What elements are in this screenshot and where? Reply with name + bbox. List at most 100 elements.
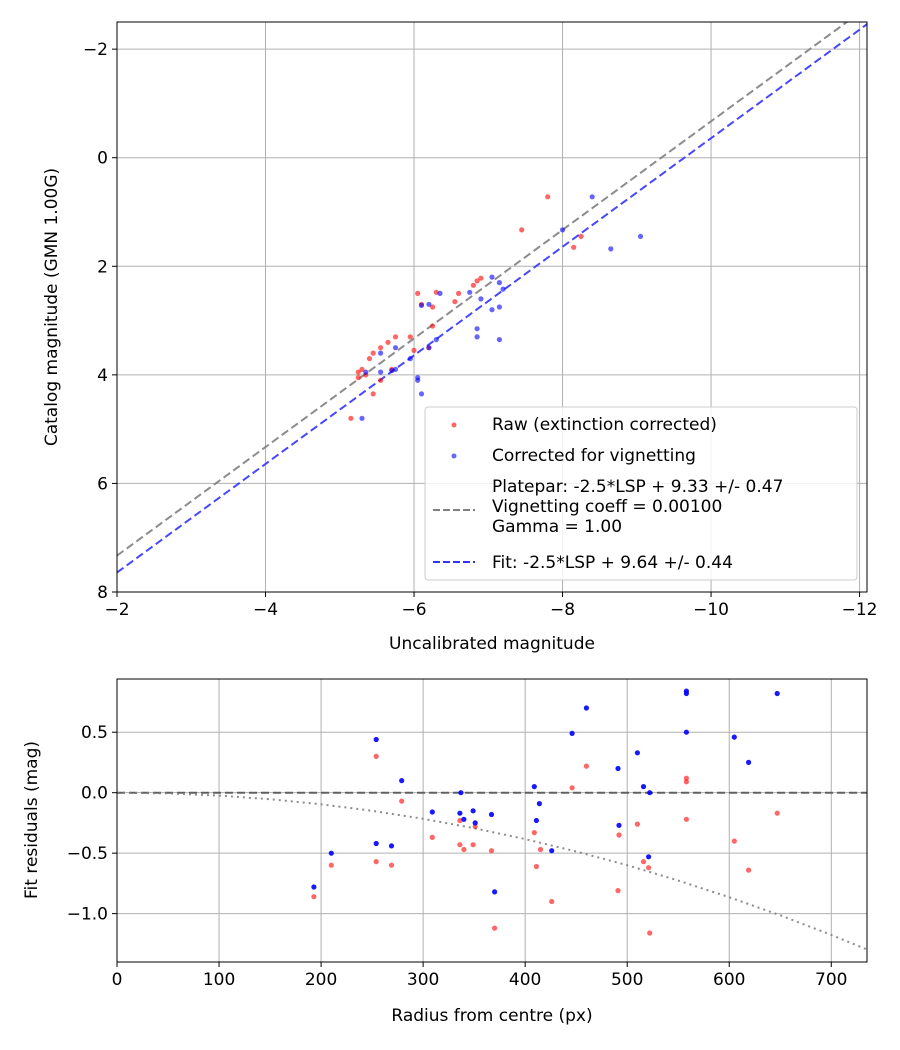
legend-marker-corrected xyxy=(451,453,457,459)
calibration-x-tick-label: −8 xyxy=(550,600,575,620)
calibration-data-point xyxy=(426,301,432,307)
residuals-data-point xyxy=(457,842,463,848)
calibration-data-point xyxy=(355,375,361,381)
residuals-data-point xyxy=(549,848,555,854)
calibration-y-ticks: −2 0 2 4 6 8 xyxy=(83,40,117,603)
calibration-x-tick-label: −4 xyxy=(253,600,278,620)
residuals-data-point xyxy=(311,894,317,900)
calibration-data-point xyxy=(407,334,413,340)
calibration-data-point xyxy=(370,350,376,356)
residuals-data-point xyxy=(616,832,622,838)
residuals-data-point xyxy=(470,808,476,814)
residuals-x-tick-label: 600 xyxy=(713,970,745,990)
residuals-data-point xyxy=(647,930,653,936)
calibration-data-point xyxy=(456,290,462,296)
residuals-data-point xyxy=(461,846,467,853)
legend-marker-raw xyxy=(451,422,457,428)
legend-label-corrected: Corrected for vignetting xyxy=(492,446,696,466)
residuals-data-point xyxy=(615,888,621,894)
residuals-data-point xyxy=(646,865,652,871)
calibration-data-point xyxy=(378,369,384,375)
calibration-data-point xyxy=(418,391,425,397)
calibration-y-tick-label: 8 xyxy=(97,583,108,603)
residuals-data-point xyxy=(399,798,405,804)
calibration-data-point xyxy=(415,290,421,296)
residuals-data-point xyxy=(373,736,379,743)
calibration-data-point xyxy=(370,391,376,397)
residuals-x-axis-label: Radius from centre (px) xyxy=(391,1006,592,1026)
residuals-data-point xyxy=(774,810,780,816)
calibration-x-tick-label: −12 xyxy=(842,600,878,620)
residuals-chart: 0 100 200 300 400 500 600 700 −1.0 −0.5 0.0 0.5 Ra… xyxy=(22,678,868,1026)
residuals-data-point xyxy=(683,779,690,785)
residuals-data-point xyxy=(683,775,690,781)
residuals-x-tick-label: 200 xyxy=(305,970,337,990)
residuals-data-point xyxy=(583,763,590,769)
legend-label-line: Gamma = 1.00 xyxy=(492,517,622,537)
calibration-x-tick-label: −2 xyxy=(104,600,129,620)
calibration-data-point xyxy=(389,367,395,374)
calibration-data-point xyxy=(452,299,458,305)
calibration-data-point xyxy=(407,356,413,362)
residuals-data-point xyxy=(640,784,647,790)
calibration-data-point xyxy=(489,307,495,313)
residuals-data-point xyxy=(615,765,621,772)
calibration-x-tick-label: −6 xyxy=(401,600,426,620)
calibration-data-point xyxy=(392,334,399,340)
calibration-data-point xyxy=(430,323,436,329)
calibration-data-point xyxy=(470,282,476,288)
residuals-data-point xyxy=(488,811,495,818)
legend-label-line: Vignetting coeff = 0.00100 xyxy=(492,497,722,517)
calibration-data-point xyxy=(430,304,436,310)
residuals-data-point xyxy=(461,816,467,822)
calibration-data-point xyxy=(437,290,443,296)
residuals-data-point xyxy=(457,817,463,824)
residuals-y-tick-label: 0.5 xyxy=(81,723,108,743)
residuals-data-point xyxy=(646,854,652,860)
residuals-data-point xyxy=(492,889,498,895)
calibration-data-point xyxy=(496,304,502,310)
calibration-data-point xyxy=(418,302,425,308)
calibration-data-point xyxy=(378,377,384,383)
residuals-data-point xyxy=(569,730,575,737)
residuals-data-point xyxy=(533,817,540,824)
residuals-x-tick-label: 400 xyxy=(509,970,541,990)
residuals-y-tick-label: −1.0 xyxy=(67,905,108,925)
residuals-data-point xyxy=(536,801,543,807)
residuals-plot-frame xyxy=(116,678,868,963)
legend-label-platepar: Platepar: -2.5*LSP + 9.33 +/- 0.47 Vignet… xyxy=(492,477,783,537)
residuals-data-point xyxy=(731,838,737,844)
residuals-data-point xyxy=(458,790,464,796)
residuals-data-point xyxy=(457,810,463,816)
residuals-data-point xyxy=(373,840,379,847)
residuals-data-point xyxy=(399,778,405,784)
calibration-data-point xyxy=(359,415,365,421)
residuals-data-point xyxy=(640,859,647,865)
calibration-fit-lines xyxy=(117,22,867,574)
residuals-x-tick-label: 300 xyxy=(407,970,439,990)
residuals-series-line-3 xyxy=(117,791,867,951)
calibration-y-tick-label: 0 xyxy=(97,149,108,169)
residuals-data-point xyxy=(731,734,737,740)
residuals-data-point xyxy=(488,848,495,854)
residuals-data-point xyxy=(328,850,334,856)
calibration-data-point xyxy=(478,296,484,302)
calibration-data-point xyxy=(366,356,373,362)
residuals-points xyxy=(311,688,780,936)
residuals-data-point xyxy=(388,843,395,849)
calibration-data-point xyxy=(378,350,384,356)
residuals-y-tick-label: −0.5 xyxy=(67,844,108,864)
residuals-data-point xyxy=(569,785,575,791)
calibration-points xyxy=(348,194,644,421)
residuals-data-point xyxy=(583,705,590,711)
calibration-data-point xyxy=(415,377,421,383)
calibration-plot-frame xyxy=(116,21,868,593)
calibration-data-point xyxy=(348,415,354,421)
residuals-data-point xyxy=(647,790,653,796)
residuals-data-point xyxy=(472,823,478,830)
legend-frame xyxy=(424,406,858,581)
calibration-chart: −2 −4 −6 −8 −10 −12 −2 0 2 4 6 8 Uncalibrated magn… xyxy=(42,21,878,654)
residuals-data-point xyxy=(472,820,478,826)
calibration-data-point xyxy=(363,369,369,375)
